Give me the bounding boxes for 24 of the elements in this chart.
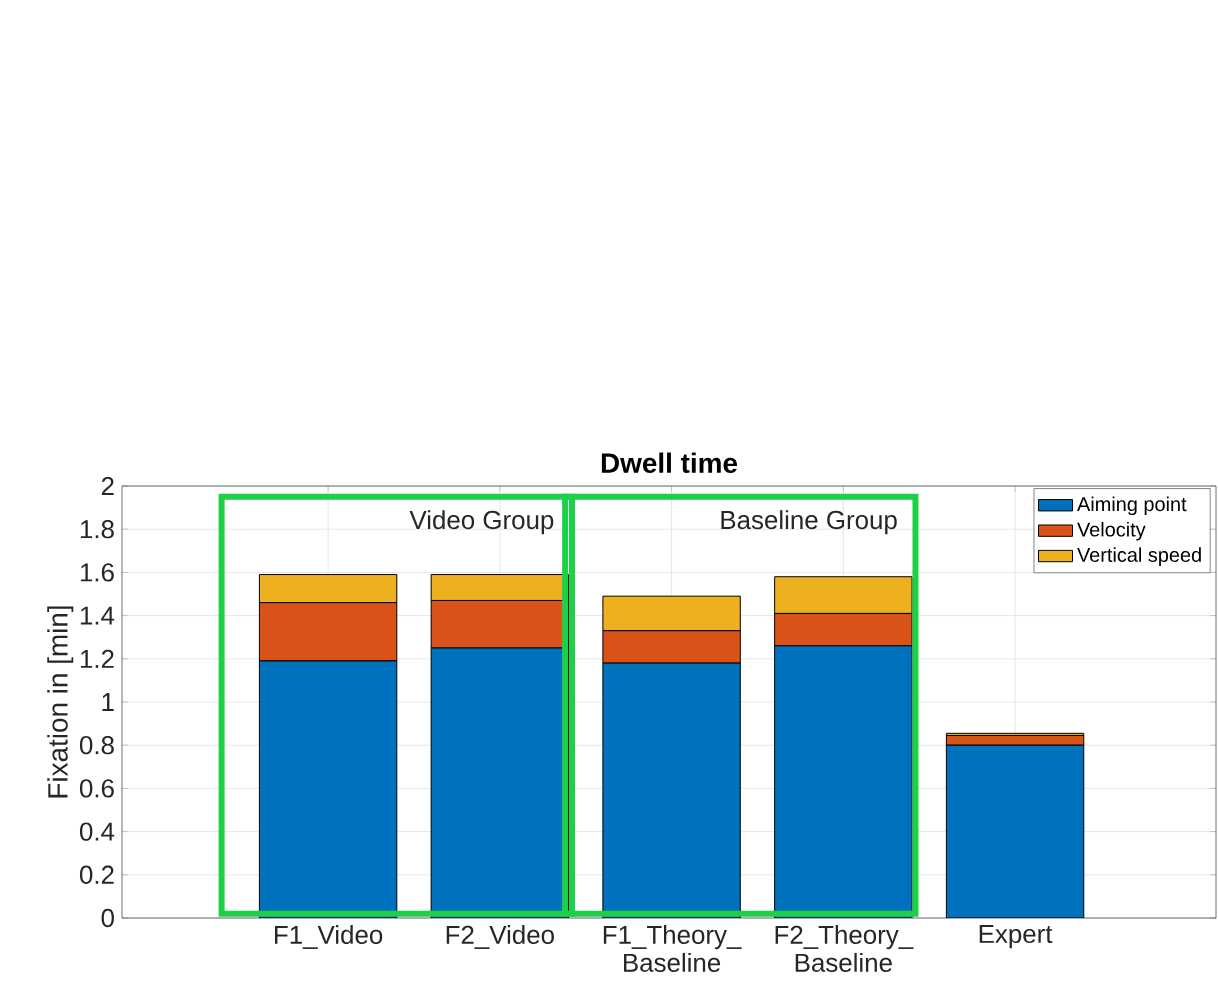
bar <box>945 744 1085 918</box>
y-tick-label: 0.2 <box>79 865 114 884</box>
legend-label: Aiming point <box>1077 496 1187 516</box>
y-tick-label: 2 <box>101 476 114 496</box>
x-tick-label: F1_Theory_ Baseline <box>603 925 742 972</box>
y-tick-label: 0.6 <box>79 779 114 798</box>
x-tick-label: F2_Video <box>446 925 554 949</box>
y-tick-label: 0.4 <box>79 822 115 841</box>
y-tick-label: 0 <box>101 908 114 928</box>
y-tick-label: 1.6 <box>80 563 114 582</box>
y-tick-label: 1.2 <box>80 649 114 668</box>
x-tick-label: F1_Video <box>275 925 383 949</box>
y-tick-label: 1.4 <box>80 606 115 625</box>
x-tick-label: F2_Theory_ Baseline <box>775 925 914 972</box>
x-tick-label: Expert <box>979 925 1053 949</box>
legend-label: Vertical speed <box>1077 547 1201 566</box>
y-tick-label: 0.8 <box>79 736 114 755</box>
annotation: Baseline Group <box>721 510 897 535</box>
y-tick-label: 1 <box>102 693 114 711</box>
legend-label: Velocity <box>1077 521 1146 541</box>
y-tick-label: 1.8 <box>80 520 114 539</box>
y-axis-title: Fixation in [min] <box>47 606 74 798</box>
chart-title: Dwell time <box>601 452 738 474</box>
annotation: Video Group <box>409 510 554 535</box>
